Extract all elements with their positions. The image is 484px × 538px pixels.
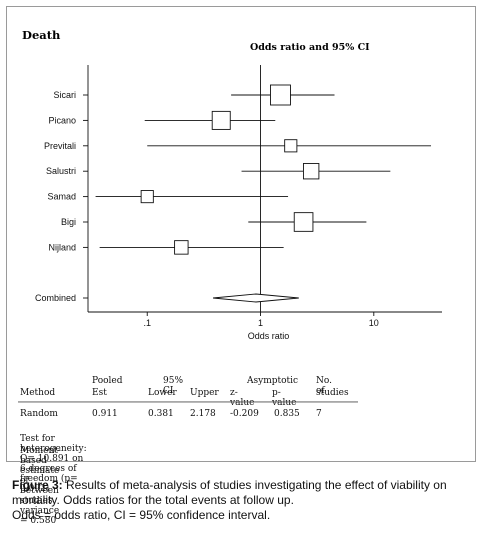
header-asymptotic: Asymptotic xyxy=(247,376,299,386)
caption-line1: Results of meta-analysis of studies inve… xyxy=(12,478,447,507)
header-method: Method xyxy=(20,388,56,398)
table-rule-header xyxy=(18,401,358,403)
row-studies: 7 xyxy=(316,409,322,419)
point-estimate-box xyxy=(270,84,291,106)
header-upper: Upper xyxy=(190,388,219,398)
row-upper: 2.178 xyxy=(190,409,216,419)
x-tick-label: 1 xyxy=(258,318,263,328)
chart-title: Odds ratio and 95% CI xyxy=(250,42,370,53)
point-estimate-box xyxy=(284,139,298,153)
variance-text: Moment-based estimate of between studies… xyxy=(20,446,61,526)
point-estimate-box xyxy=(211,110,231,130)
study-label: Samad xyxy=(47,192,76,202)
table-rules xyxy=(18,401,358,402)
header-pooled: Pooled xyxy=(92,376,123,386)
figure-caption: Figure 3: Results of meta-analysis of st… xyxy=(12,478,476,523)
row-est: 0.911 xyxy=(92,409,118,419)
x-axis-label: Odds ratio xyxy=(248,331,290,340)
header-studies: studies xyxy=(316,388,349,398)
caption-line2: Odds = odds ratio, CI = 95% confidence i… xyxy=(12,508,271,522)
row-method: Random xyxy=(20,409,58,419)
header-lower: Lower xyxy=(148,388,177,398)
panel-label: Death xyxy=(22,28,61,42)
combined-diamond xyxy=(212,293,299,303)
header-no-of: No. of xyxy=(316,376,332,396)
point-estimate-box xyxy=(302,163,320,180)
row-lower: 0.381 xyxy=(148,409,174,419)
row-zvalue: -0.209 xyxy=(230,409,259,419)
study-label: Nijland xyxy=(48,242,76,252)
study-label: Previtali xyxy=(44,141,76,151)
header-pvalue: p-value xyxy=(272,388,297,408)
x-tick-label: 10 xyxy=(369,318,379,328)
study-label: Bigi xyxy=(61,217,76,227)
caption-label: Figure 3: xyxy=(12,478,63,492)
study-label: Sicari xyxy=(53,90,76,100)
point-estimate-box xyxy=(293,212,314,232)
study-label: Salustri xyxy=(46,166,76,176)
header-est: Est xyxy=(92,388,107,398)
forest-plot: .1 1 10 Odds ratio Sicari Picano Previtali Salu… xyxy=(35,65,442,340)
point-estimate-box xyxy=(140,190,154,204)
row-pvalue: 0.835 xyxy=(274,409,300,419)
figure-frame xyxy=(6,6,476,462)
header-ci: 95% CI xyxy=(163,376,184,396)
heterogeneity-text: Test for heterogeneity: Q= 10.891 on 6 d… xyxy=(20,434,87,494)
combined-label: Combined xyxy=(35,293,76,303)
point-estimate-box xyxy=(174,240,189,255)
x-tick-label: .1 xyxy=(143,318,151,328)
header-zvalue: z-value xyxy=(230,388,255,408)
study-label: Picano xyxy=(48,115,76,125)
